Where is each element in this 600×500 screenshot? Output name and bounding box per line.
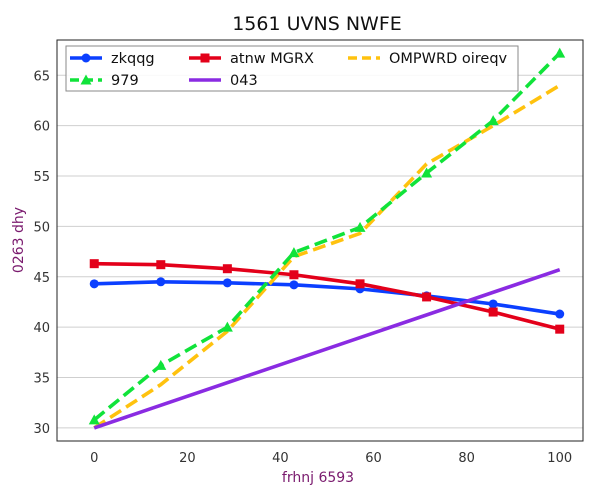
data-point bbox=[289, 280, 299, 290]
data-point bbox=[488, 299, 498, 309]
legend-box bbox=[65, 45, 519, 92]
data-point bbox=[156, 277, 166, 287]
legend-label: OMPWRD oireqv bbox=[389, 51, 508, 67]
data-point bbox=[200, 53, 210, 63]
data-point bbox=[355, 279, 365, 289]
axis-ticks: 30 35 40 45 50 55 60 65 0 20 40 60 80 100 bbox=[33, 69, 572, 466]
series-3 bbox=[93, 83, 561, 430]
series-line bbox=[93, 51, 562, 422]
series-layer bbox=[88, 47, 566, 430]
y-tick-label: 50 bbox=[33, 220, 50, 235]
data-point bbox=[89, 279, 99, 289]
data-point bbox=[222, 264, 232, 274]
data-point bbox=[155, 359, 167, 370]
y-tick-label: 55 bbox=[33, 170, 50, 185]
series-5 bbox=[93, 268, 561, 430]
data-point bbox=[288, 247, 300, 258]
data-point bbox=[80, 74, 92, 85]
data-point bbox=[554, 47, 566, 58]
legend-item: zkqqg bbox=[70, 51, 155, 67]
data-point bbox=[88, 414, 100, 425]
series-line bbox=[93, 268, 561, 430]
series-2 bbox=[89, 259, 565, 334]
series-line bbox=[93, 83, 561, 430]
grid-lines bbox=[57, 74, 583, 429]
y-tick-label: 35 bbox=[33, 372, 50, 387]
y-tick-label: 40 bbox=[33, 321, 50, 336]
y-tick-label: 45 bbox=[33, 271, 50, 286]
data-point bbox=[81, 53, 91, 63]
y-tick-label: 30 bbox=[33, 422, 50, 437]
legend-item: 979 bbox=[70, 73, 139, 89]
legend-item: 043 bbox=[189, 73, 258, 89]
legend-item: OMPWRD oireqv bbox=[348, 51, 508, 67]
series-4 bbox=[88, 47, 566, 425]
x-tick-label: 40 bbox=[272, 451, 289, 466]
data-point bbox=[421, 167, 433, 178]
series-line bbox=[94, 261, 561, 331]
y-tick-label: 60 bbox=[33, 120, 50, 135]
x-tick-label: 20 bbox=[179, 451, 196, 466]
data-point bbox=[555, 324, 565, 334]
x-axis-label: frhnj 6593 bbox=[282, 470, 354, 486]
legend: zkqqg atnw MGRX OMPWRD oireqv 979 043 bbox=[65, 45, 519, 92]
data-point bbox=[289, 270, 299, 280]
data-point bbox=[221, 321, 233, 332]
y-tick-label: 65 bbox=[33, 69, 50, 84]
legend-label: zkqqg bbox=[111, 51, 155, 67]
legend-item: atnw MGRX bbox=[189, 51, 314, 67]
legend-label: atnw MGRX bbox=[230, 51, 314, 67]
series-line bbox=[94, 280, 560, 316]
y-axis-label: 0263 dhy bbox=[11, 207, 27, 273]
data-point bbox=[487, 115, 499, 126]
data-point bbox=[222, 278, 232, 288]
data-point bbox=[156, 260, 166, 270]
legend-label: 979 bbox=[111, 73, 139, 89]
x-tick-label: 100 bbox=[547, 451, 572, 466]
data-point bbox=[89, 259, 99, 269]
data-point bbox=[488, 307, 498, 317]
data-point bbox=[555, 309, 565, 319]
legend-label: 043 bbox=[230, 73, 258, 89]
x-tick-label: 0 bbox=[90, 451, 98, 466]
data-point bbox=[422, 292, 432, 302]
x-tick-label: 60 bbox=[365, 451, 382, 466]
plot-frame bbox=[56, 39, 584, 442]
chart-title: 1561 UVNS NWFE bbox=[232, 13, 402, 35]
x-tick-label: 80 bbox=[458, 451, 475, 466]
data-point bbox=[354, 221, 366, 232]
